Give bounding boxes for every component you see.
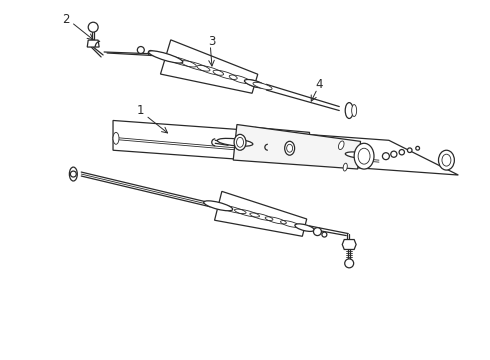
Ellipse shape xyxy=(345,152,373,158)
Polygon shape xyxy=(161,40,258,93)
Ellipse shape xyxy=(237,137,244,147)
Circle shape xyxy=(71,171,76,177)
Ellipse shape xyxy=(204,201,233,211)
Ellipse shape xyxy=(442,154,451,166)
Ellipse shape xyxy=(352,105,357,117)
Circle shape xyxy=(391,151,397,157)
Polygon shape xyxy=(342,239,356,249)
Ellipse shape xyxy=(287,144,293,152)
Ellipse shape xyxy=(339,141,344,149)
Circle shape xyxy=(88,22,98,32)
Ellipse shape xyxy=(234,134,246,150)
Text: 4: 4 xyxy=(316,78,323,91)
Circle shape xyxy=(137,46,144,54)
Circle shape xyxy=(408,148,412,153)
Text: 1: 1 xyxy=(137,104,145,117)
Ellipse shape xyxy=(343,163,347,171)
Text: 2: 2 xyxy=(62,13,69,26)
Polygon shape xyxy=(215,192,307,236)
Polygon shape xyxy=(87,40,99,47)
Ellipse shape xyxy=(148,51,183,63)
Ellipse shape xyxy=(354,143,374,169)
Circle shape xyxy=(314,228,321,235)
Circle shape xyxy=(416,147,419,150)
Ellipse shape xyxy=(253,82,272,90)
Circle shape xyxy=(345,259,354,268)
Ellipse shape xyxy=(439,150,454,170)
Circle shape xyxy=(399,149,404,155)
Circle shape xyxy=(322,232,327,237)
Ellipse shape xyxy=(70,167,77,181)
Ellipse shape xyxy=(358,148,370,164)
Ellipse shape xyxy=(245,80,266,88)
Polygon shape xyxy=(233,125,361,169)
Circle shape xyxy=(148,50,153,55)
Text: 3: 3 xyxy=(209,35,216,48)
Ellipse shape xyxy=(345,103,353,118)
Circle shape xyxy=(382,153,390,159)
Ellipse shape xyxy=(113,132,119,144)
Ellipse shape xyxy=(295,224,314,231)
Ellipse shape xyxy=(285,141,294,155)
Ellipse shape xyxy=(217,138,253,146)
